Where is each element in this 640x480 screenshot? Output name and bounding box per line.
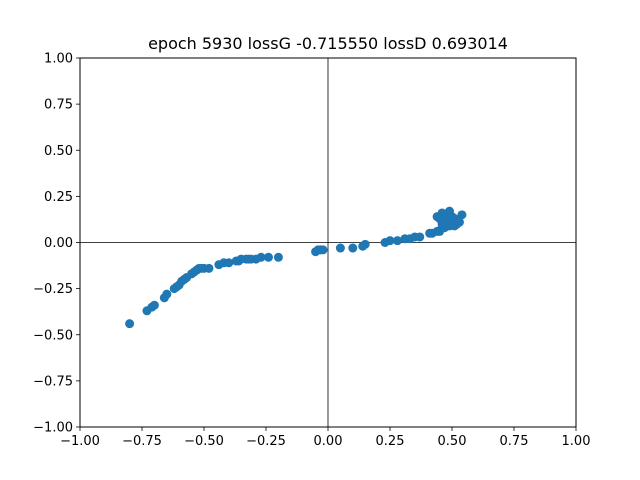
y-axis-ticks: −1.00 −0.75 −0.50 −0.25 0.00 0.25 0.50 0.75 1.00 xyxy=(33,52,80,436)
data-point xyxy=(392,236,402,246)
data-point xyxy=(348,243,358,253)
x-tick-label: 0.25 xyxy=(376,434,405,449)
data-point xyxy=(162,289,172,299)
x-tick-label: 0.00 xyxy=(314,434,343,449)
y-tick-label: −1.00 xyxy=(33,421,73,436)
y-tick-label: 1.00 xyxy=(44,52,73,67)
data-point xyxy=(273,252,283,262)
zero-axis-lines xyxy=(80,58,576,427)
y-tick-label: −0.25 xyxy=(33,282,73,297)
data-point xyxy=(335,243,345,253)
x-tick-label: −0.75 xyxy=(122,434,162,449)
x-axis-ticks: −1.00 −0.75 −0.50 −0.25 0.00 0.25 0.50 0.75 1.00 xyxy=(60,427,590,449)
data-point xyxy=(149,300,159,310)
data-point xyxy=(256,252,266,262)
chart-title: epoch 5930 lossG -0.715550 lossD 0.69301… xyxy=(148,34,508,53)
data-point xyxy=(457,210,467,220)
data-point xyxy=(360,239,370,249)
y-tick-label: 0.75 xyxy=(44,98,73,113)
data-point xyxy=(318,245,328,255)
data-point xyxy=(263,252,273,262)
data-point xyxy=(125,319,135,329)
data-point xyxy=(385,236,395,246)
x-tick-label: 0.50 xyxy=(438,434,467,449)
data-point xyxy=(415,232,425,242)
data-point xyxy=(204,263,214,273)
data-point xyxy=(224,258,234,268)
data-point xyxy=(435,214,445,224)
x-tick-label: −1.00 xyxy=(60,434,100,449)
y-tick-label: 0.25 xyxy=(44,190,73,205)
x-tick-label: 0.75 xyxy=(500,434,529,449)
y-tick-label: −0.50 xyxy=(33,328,73,343)
data-points xyxy=(125,206,467,329)
y-tick-label: 0.50 xyxy=(44,144,73,159)
x-tick-label: 1.00 xyxy=(562,434,591,449)
y-tick-label: 0.00 xyxy=(44,236,73,251)
x-tick-label: −0.25 xyxy=(246,434,286,449)
y-tick-label: −0.75 xyxy=(33,374,73,389)
x-tick-label: −0.50 xyxy=(184,434,224,449)
